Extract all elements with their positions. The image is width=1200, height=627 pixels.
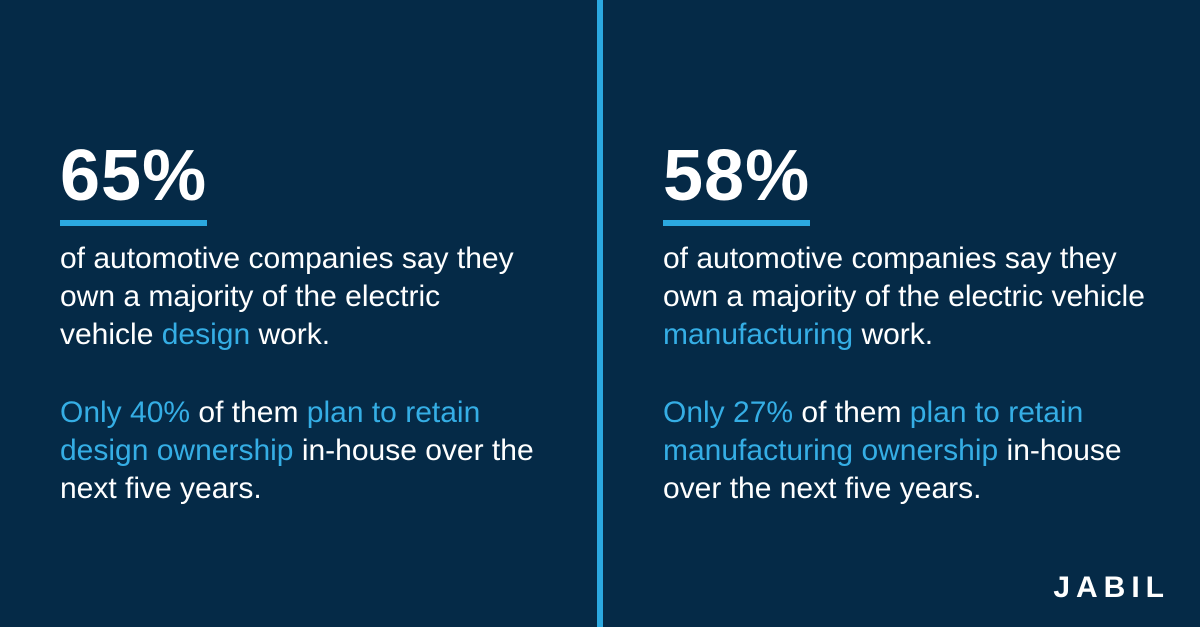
jabil-logo: JABIL (1053, 571, 1170, 604)
desc-text: of automotive companies say they own a m… (663, 242, 1145, 313)
desc-text-end: work. (250, 318, 331, 351)
plan-manufacturing-description: Only 27% of them plan to retain manufact… (663, 394, 1163, 508)
desc-text-end: work. (853, 318, 934, 351)
plan-text-end: in-house over the next five years. (663, 434, 1122, 505)
desc-text: of automotive companies say they own a m… (60, 242, 514, 351)
desc-highlight: design (161, 318, 251, 351)
plan-design-description: Only 40% of them plan to retain design o… (60, 394, 540, 508)
stat-design-description: of automotive companies say they own a m… (60, 240, 540, 354)
stat-manufacturing-description: of automotive companies say they own a m… (663, 240, 1163, 354)
plan-highlight-phrase: plan to retain design ownership (60, 396, 481, 467)
desc-highlight: manufacturing (663, 318, 854, 351)
plan-highlight-phrase: plan to retain manufacturing ownership (663, 396, 1084, 467)
left-stat-panel: 65% of automotive companies say they own… (60, 140, 540, 508)
stat-manufacturing-percentage: 58% (663, 140, 811, 226)
stat-design-percentage: 65% (60, 140, 208, 226)
plan-text-end: in-house over the next five years. (60, 434, 534, 505)
plan-text: of them (793, 396, 910, 429)
right-stat-panel: 58% of automotive companies say they own… (663, 140, 1163, 508)
plan-highlight-percent: Only 40% (60, 396, 191, 429)
plan-text: of them (190, 396, 307, 429)
center-divider (597, 0, 603, 627)
plan-highlight-percent: Only 27% (663, 396, 794, 429)
